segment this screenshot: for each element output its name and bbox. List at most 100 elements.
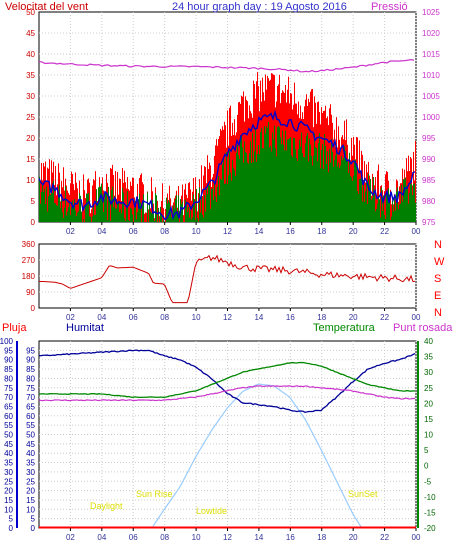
y-left-tick-label: 10	[26, 176, 35, 185]
compass-e: E	[434, 290, 441, 302]
wind-average-series	[38, 109, 416, 221]
x-tick-label: 22	[380, 313, 389, 322]
y-right-tick-label: 1025	[422, 8, 440, 17]
compass-w: W	[434, 256, 445, 268]
y-humidity-tick-label: 40	[26, 449, 35, 458]
compass-s: S	[434, 273, 441, 285]
x-tick-label: 12	[223, 533, 232, 542]
dewpoint-label: Punt rosada	[393, 322, 453, 334]
climate-panel-plots	[38, 349, 416, 529]
y-rain-tick-label: 65	[4, 402, 13, 411]
y-rain-tick-label: 55	[4, 421, 13, 430]
y-humidity-tick-label: 85	[26, 365, 35, 374]
y-right-tick-label: 1005	[422, 92, 440, 101]
x-tick-label: 18	[317, 227, 326, 236]
y-left-tick-label: 0	[31, 218, 36, 227]
y-rain-tick-label: 85	[4, 365, 13, 374]
y-humidity-tick-label: 35	[26, 459, 35, 468]
x-tick-label: 16	[286, 227, 295, 236]
y-left-tick-label: 90	[26, 288, 35, 297]
y-left-tick-label: 180	[22, 272, 36, 281]
y-temp-tick-label: 35	[424, 353, 433, 362]
x-tick-label: 20	[349, 533, 358, 542]
x-tick-label: 08	[160, 313, 169, 322]
x-tick-label: 02	[66, 227, 75, 236]
y-left-tick-label: 0	[31, 304, 36, 313]
y-rain-tick-label: 40	[4, 449, 13, 458]
y-left-tick-label: 45	[26, 29, 35, 38]
x-tick-label: 20	[349, 313, 358, 322]
y-temp-tick-label: -20	[424, 524, 436, 533]
y-temp-tick-label: -15	[424, 508, 436, 517]
y-rain-tick-label: 25	[4, 477, 13, 486]
x-tick-label: 08	[160, 533, 169, 542]
y-humidity-tick-label: 15	[26, 496, 35, 505]
x-tick-label: 04	[97, 313, 106, 322]
x-tick-label: 04	[97, 533, 106, 542]
y-rain-tick-label: 50	[4, 431, 13, 440]
wind-panel-axes: 02 04 06 08 10 12 14 16 18 20 22 000510152025303540…	[26, 8, 440, 236]
x-tick-label: 14	[254, 533, 263, 542]
dewpoint-series	[38, 385, 416, 402]
y-right-tick-label: 1015	[422, 50, 440, 59]
x-tick-label: 14	[254, 313, 263, 322]
x-tick-label: 12	[223, 313, 232, 322]
temperature-label: Temperatura	[313, 322, 376, 334]
x-tick-label: 02	[66, 533, 75, 542]
y-left-tick-label: 30	[26, 92, 35, 101]
lowtide-annotation: Lowtide	[196, 506, 227, 516]
x-tick-label: 18	[317, 313, 326, 322]
y-humidity-tick-label: 20	[26, 487, 35, 496]
y-temp-tick-label: 25	[424, 384, 433, 393]
y-humidity-tick-label: 50	[26, 431, 35, 440]
y-rain-tick-label: 100	[0, 337, 14, 346]
y-rain-tick-label: 90	[4, 356, 13, 365]
y-rain-tick-label: 0	[9, 524, 14, 533]
y-left-tick-label: 5	[31, 197, 36, 206]
y-left-tick-label: 25	[26, 113, 35, 122]
y-left-tick-label: 360	[22, 240, 36, 249]
y-right-tick-label: 990	[422, 155, 436, 164]
y-humidity-tick-label: 45	[26, 440, 35, 449]
y-rain-tick-label: 20	[4, 487, 13, 496]
y-temp-tick-label: -5	[424, 477, 432, 486]
x-tick-label: 16	[286, 533, 295, 542]
y-rain-tick-label: 35	[4, 459, 13, 468]
y-humidity-tick-label: 30	[26, 468, 35, 477]
y-right-tick-label: 985	[422, 176, 436, 185]
y-left-tick-label: 15	[26, 155, 35, 164]
compass-n-bottom: N	[434, 307, 442, 319]
pressure-series	[38, 59, 415, 73]
humidity-series	[38, 349, 416, 414]
x-tick-label: 22	[380, 533, 389, 542]
solar-radiation-series	[152, 383, 362, 528]
direction-panel-plots	[38, 254, 416, 304]
humidity-label: Humitat	[66, 322, 104, 334]
wind-panel-plots	[38, 59, 416, 222]
x-tick-label: 20	[349, 227, 358, 236]
x-tick-label: 04	[97, 227, 106, 236]
y-rain-tick-label: 80	[4, 374, 13, 383]
graph-title: 24 hour graph day : 19 Agosto 2016	[172, 1, 347, 13]
x-tick-label: 14	[254, 227, 263, 236]
y-temp-tick-label: 10	[424, 431, 433, 440]
x-tick-label: 06	[129, 313, 138, 322]
x-tick-label: 00	[412, 533, 421, 542]
y-humidity-tick-label: 65	[26, 402, 35, 411]
y-temp-tick-label: 5	[424, 446, 429, 455]
y-left-tick-label: 40	[26, 50, 35, 59]
y-left-tick-label: 35	[26, 71, 35, 80]
x-tick-label: 10	[192, 227, 201, 236]
y-rain-tick-label: 10	[4, 505, 13, 514]
y-left-tick-label: 20	[26, 134, 35, 143]
y-rain-tick-label: 15	[4, 496, 13, 505]
y-rain-tick-label: 70	[4, 393, 13, 402]
y-rain-tick-label: 75	[4, 384, 13, 393]
wind-speed-series	[39, 121, 416, 222]
y-humidity-tick-label: 10	[26, 505, 35, 514]
y-humidity-tick-label: 80	[26, 374, 35, 383]
x-tick-label: 16	[286, 313, 295, 322]
y-temp-tick-label: 40	[424, 337, 433, 346]
